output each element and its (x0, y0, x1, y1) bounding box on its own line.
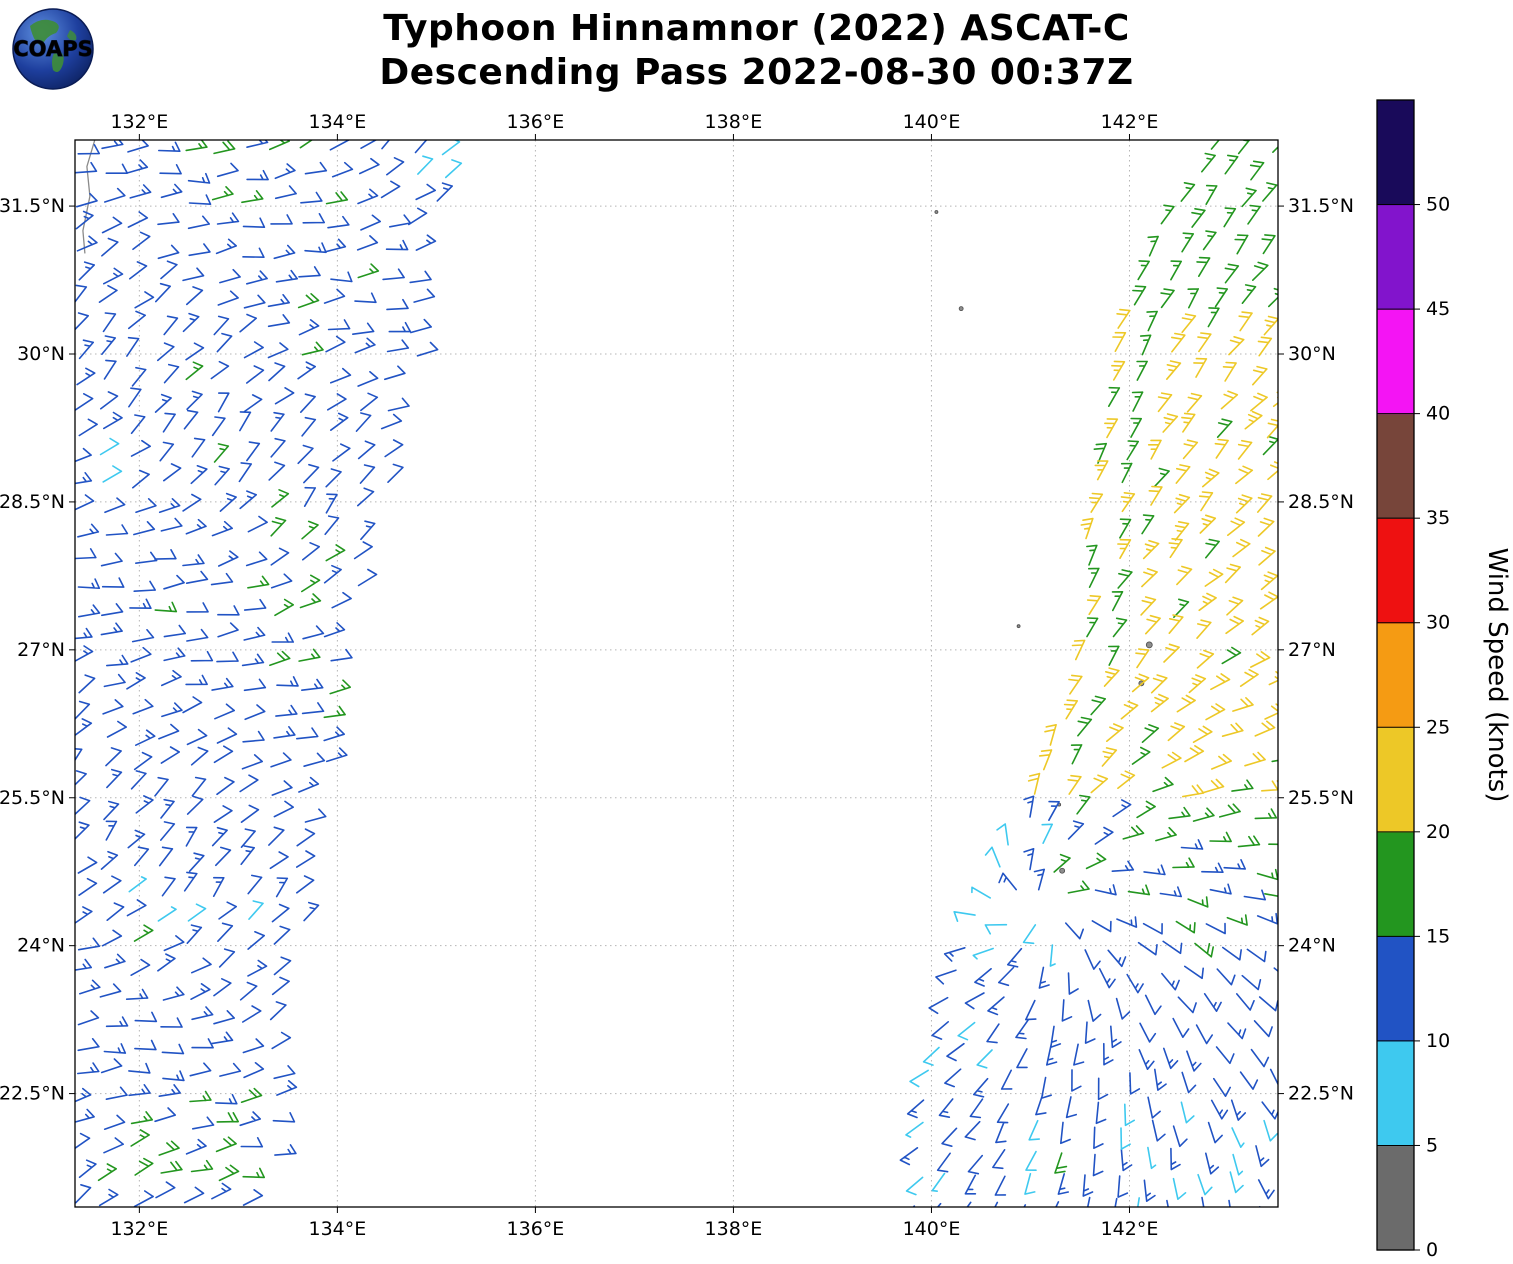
svg-text:24°N: 24°N (1288, 935, 1336, 957)
svg-text:24°N: 24°N (17, 935, 65, 957)
svg-text:22.5°N: 22.5°N (0, 1083, 65, 1105)
svg-text:31.5°N: 31.5°N (0, 195, 65, 217)
plot-frame (74, 139, 1279, 1208)
coaps-logo: COAPS (10, 6, 96, 92)
gridlines (75, 140, 1278, 1207)
svg-text:27°N: 27°N (17, 639, 65, 661)
svg-text:25.5°N: 25.5°N (1288, 787, 1354, 809)
colorbar: 0 5 10 15 20 25 30 35 40 45 50 Wind Speed (knots) (1376, 99, 1512, 1261)
svg-text:138°E: 138°E (705, 1218, 763, 1240)
svg-text:0: 0 (1426, 1239, 1438, 1261)
svg-text:31.5°N: 31.5°N (1288, 195, 1354, 217)
svg-text:134°E: 134°E (308, 1218, 366, 1240)
svg-text:28.5°N: 28.5°N (0, 491, 65, 513)
svg-text:30°N: 30°N (1288, 343, 1336, 365)
colorbar-label: Wind Speed (knots) (1482, 548, 1512, 803)
svg-text:45: 45 (1426, 298, 1450, 320)
svg-text:132°E: 132°E (110, 111, 168, 133)
coaps-logo-text: COAPS (13, 37, 92, 61)
svg-text:142°E: 142°E (1101, 111, 1159, 133)
chart-subtitle: Descending Pass 2022-08-30 00:37Z (379, 52, 1134, 93)
svg-text:27°N: 27°N (1288, 639, 1336, 661)
svg-text:30: 30 (1426, 612, 1450, 634)
svg-text:25: 25 (1426, 716, 1450, 738)
svg-text:40: 40 (1426, 403, 1450, 425)
svg-text:134°E: 134°E (308, 111, 366, 133)
svg-text:22.5°N: 22.5°N (1288, 1083, 1354, 1105)
left-swath-barbs (75, 140, 463, 1207)
svg-text:136°E: 136°E (507, 111, 565, 133)
svg-text:25.5°N: 25.5°N (0, 787, 65, 809)
svg-text:20: 20 (1426, 821, 1450, 843)
svg-text:15: 15 (1426, 925, 1450, 947)
coaps-globe-icon: COAPS (12, 8, 94, 90)
svg-text:140°E: 140°E (903, 111, 961, 133)
svg-text:142°E: 142°E (1101, 1218, 1159, 1240)
chart-title: Typhoon Hinnamnor (2022) ASCAT-C (383, 8, 1130, 49)
svg-text:140°E: 140°E (903, 1218, 961, 1240)
axes: 132°E 132°E 134°E 134°E 136°E 136°E 138°E 138°E… (0, 111, 1354, 1240)
svg-text:10: 10 (1426, 1030, 1450, 1052)
svg-text:35: 35 (1426, 507, 1450, 529)
svg-text:30°N: 30°N (17, 343, 65, 365)
svg-text:28.5°N: 28.5°N (1288, 491, 1354, 513)
svg-text:5: 5 (1426, 1134, 1438, 1156)
right-swath-barbs (899, 140, 1278, 1207)
svg-text:132°E: 132°E (110, 1218, 168, 1240)
svg-text:136°E: 136°E (507, 1218, 565, 1240)
svg-text:50: 50 (1426, 194, 1450, 216)
coastline (82, 140, 96, 254)
svg-text:138°E: 138°E (705, 111, 763, 133)
